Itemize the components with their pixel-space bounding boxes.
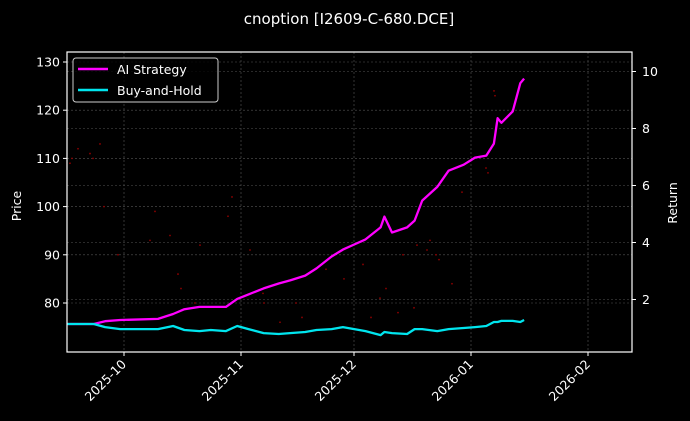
scatter-point (71, 157, 73, 160)
y-axis-left: 80 90 100 110 120 130 (36, 55, 67, 311)
y2-tick-label: 4 (642, 235, 650, 250)
scatter-point (69, 162, 71, 165)
scatter-point (103, 205, 105, 208)
scatter-point (402, 253, 404, 256)
scatter-point (485, 167, 487, 169)
y-tick-label: 100 (36, 199, 60, 214)
legend-box (72, 57, 219, 103)
series-lines (67, 77, 525, 337)
scatter-point (227, 215, 229, 218)
scatter-point (426, 249, 428, 251)
scatter-point (177, 273, 179, 275)
scatter-point (295, 302, 297, 304)
scatter-point (487, 171, 489, 174)
y2-axis-label: Return (665, 182, 680, 223)
scatter-points (69, 90, 496, 328)
scatter-point (262, 292, 264, 295)
scatter-point (249, 249, 251, 251)
scatter-point (117, 253, 119, 256)
scatter-point (362, 263, 364, 266)
y2-tick-label: 8 (642, 121, 650, 136)
scatter-point (493, 90, 495, 92)
scatter-point (343, 278, 345, 280)
scatter-point (89, 152, 91, 155)
y-axis-label: Price (9, 190, 24, 221)
scatter-point (77, 147, 79, 150)
plot-frame (66, 51, 633, 353)
scatter-point (231, 196, 233, 198)
scatter-point (279, 321, 281, 324)
legend-label-buy-and-hold: Buy-and-Hold (117, 83, 202, 98)
scatter-point (301, 316, 303, 319)
scatter-point (169, 234, 171, 237)
y2-tick-label: 10 (642, 64, 658, 79)
y-tick-label: 110 (36, 151, 60, 166)
scatter-point (494, 94, 496, 97)
y-tick-label: 90 (44, 247, 60, 262)
scatter-point (385, 287, 387, 290)
scatter-point (180, 287, 182, 290)
y-tick-label: 80 (44, 296, 60, 311)
scatter-point (149, 239, 151, 242)
line-buy-and-hold (67, 318, 525, 337)
scatter-point (397, 311, 399, 314)
chart-title: cnoption [I2609-C-680.DCE] (244, 10, 454, 28)
y-tick-label: 120 (36, 103, 60, 118)
scatter-point (451, 282, 453, 285)
y2-tick-label: 2 (642, 292, 650, 307)
legend: AI Strategy Buy-and-Hold (72, 57, 219, 103)
y-axis-right: 2 4 6 8 10 (632, 64, 658, 307)
scatter-point (435, 253, 437, 256)
scatter-point (194, 302, 196, 304)
scatter-point (370, 316, 372, 319)
scatter-point (154, 210, 156, 213)
scatter-point (263, 302, 265, 304)
scatter-point (325, 268, 327, 271)
scatter-point (416, 244, 418, 247)
scatter-point (413, 306, 415, 309)
scatter-point (199, 244, 201, 247)
y2-tick-label: 6 (642, 178, 650, 193)
scatter-point (379, 297, 381, 300)
scatter-point (99, 143, 101, 145)
scatter-point (438, 258, 440, 261)
line-ai-strategy (67, 77, 525, 326)
legend-label-ai-strategy: AI Strategy (117, 62, 187, 77)
y-tick-label: 130 (36, 55, 60, 70)
scatter-point (429, 239, 431, 242)
scatter-point (461, 191, 463, 194)
scatter-point (92, 157, 94, 160)
